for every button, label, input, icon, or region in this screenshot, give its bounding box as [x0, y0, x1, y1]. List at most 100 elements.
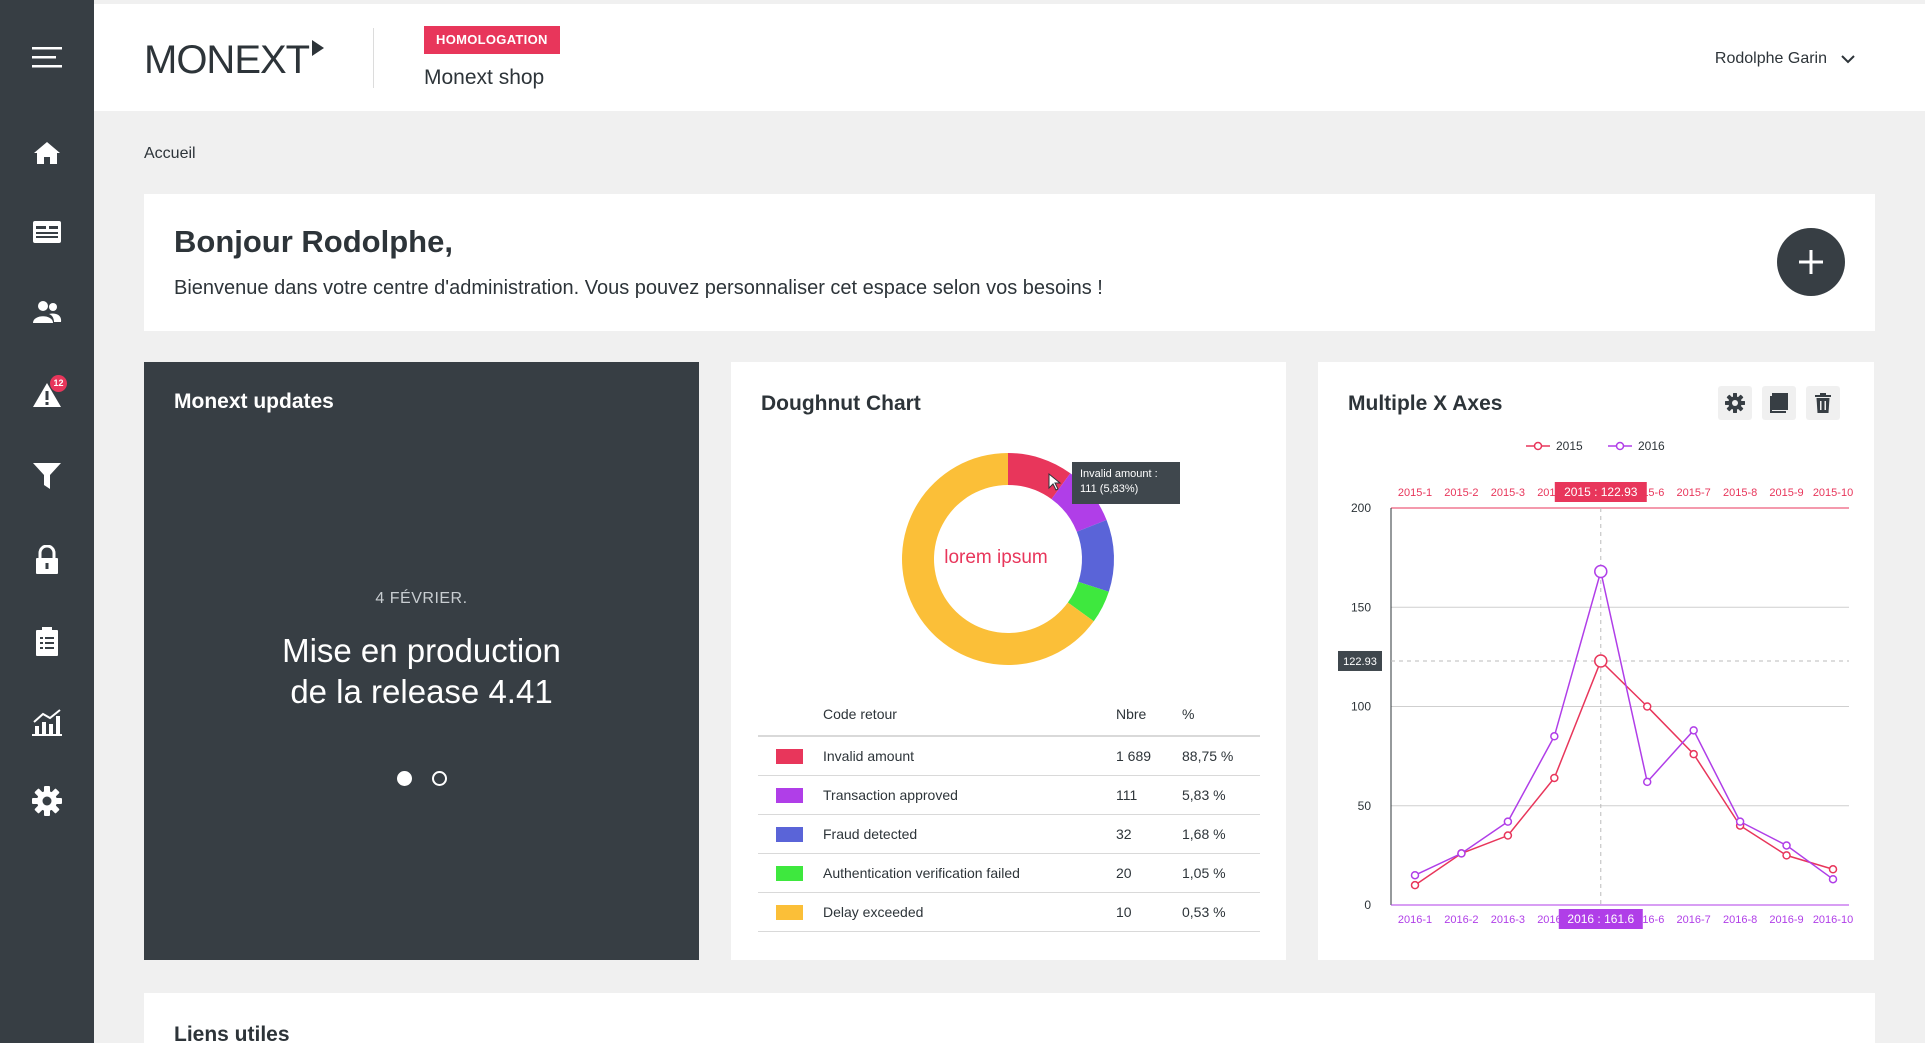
- row-percent: 1,05 %: [1182, 853, 1260, 893]
- doughnut-slice-authentication-verification-failed[interactable]: [1067, 581, 1109, 622]
- sidebar: 12: [0, 0, 94, 1043]
- chart-delete-button[interactable]: [1806, 386, 1840, 420]
- x-bottom-tick-label: 2016-2: [1444, 914, 1478, 926]
- update-line-2: de la release 4.41: [290, 673, 553, 710]
- sidebar-item-transactions[interactable]: [0, 202, 94, 262]
- data-point[interactable]: [1782, 851, 1791, 860]
- gear-icon: [1725, 393, 1745, 413]
- legend-item-2015[interactable]: 2015: [1526, 439, 1583, 453]
- update-text: Mise en production de la release 4.41: [144, 630, 699, 712]
- data-point[interactable]: [1594, 564, 1608, 579]
- shop-name: Monext shop: [424, 66, 545, 89]
- data-point[interactable]: [1642, 777, 1652, 787]
- doughnut-card: Doughnut Chart lorem ipsum Invalid amoun…: [731, 362, 1286, 960]
- legend-label: 2016: [1638, 439, 1665, 453]
- updates-title: Monext updates: [174, 390, 334, 413]
- data-point[interactable]: [1503, 831, 1513, 840]
- row-count: 10: [1116, 892, 1182, 932]
- carousel-dot-2[interactable]: [431, 771, 447, 786]
- user-menu[interactable]: Rodolphe Garin: [1715, 50, 1855, 68]
- welcome-message: Bienvenue dans votre centre d'administra…: [174, 277, 1103, 299]
- sidebar-item-security[interactable]: [0, 530, 94, 590]
- row-swatch-cell: [758, 814, 823, 854]
- data-point[interactable]: [1689, 726, 1698, 735]
- welcome-title: Bonjour Rodolphe,: [174, 224, 453, 259]
- x-top-tick-label: 2015-7: [1677, 487, 1711, 499]
- doughnut-chart[interactable]: [731, 362, 1286, 692]
- x-top-tick-label: 2015-3: [1491, 487, 1525, 499]
- useful-links-title: Liens utiles: [174, 1023, 290, 1043]
- environment-badge: HOMOLOGATION: [424, 26, 560, 54]
- breadcrumb[interactable]: Accueil: [144, 145, 196, 162]
- data-point[interactable]: [1410, 870, 1420, 880]
- carousel-dot-1[interactable]: [396, 771, 412, 786]
- data-point[interactable]: [1550, 773, 1559, 783]
- table-row: Transaction approved 111 5,83 %: [758, 775, 1260, 815]
- row-label: Transaction approved: [823, 775, 1116, 815]
- x-bottom-tick-label: 2016-3: [1491, 914, 1525, 926]
- y-tick-label: 100: [1351, 700, 1371, 714]
- multiple-x-axes-chart[interactable]: 2015 2016 0 50 100 150 200 2015-1 2015-2 2015-3 20…: [1318, 362, 1874, 960]
- chart-icon: [32, 709, 62, 736]
- sidebar-item-home[interactable]: [0, 123, 94, 183]
- user-name: Rodolphe Garin: [1714, 50, 1827, 67]
- data-point[interactable]: [1828, 874, 1838, 884]
- updates-card: Monext updates 4 FÉVRIER. Mise en produc…: [144, 362, 699, 960]
- legend-item-2016[interactable]: 2016: [1608, 439, 1665, 453]
- hamburger-icon[interactable]: [0, 27, 94, 87]
- alert-count-badge: 12: [50, 375, 67, 392]
- doughnut-title: Doughnut Chart: [761, 392, 921, 415]
- data-point[interactable]: [1735, 817, 1745, 826]
- table-row: Fraud detected 32 1,68 %: [758, 814, 1260, 854]
- row-count: 1 689: [1116, 736, 1182, 776]
- alert-icon: [33, 383, 61, 407]
- table-row: Invalid amount 1 689 88,75 %: [758, 736, 1260, 776]
- clipboard-icon: [36, 627, 58, 656]
- gear-icon: [32, 786, 62, 816]
- monext-logo: MONEXT: [144, 38, 310, 82]
- data-point[interactable]: [1457, 849, 1466, 858]
- sidebar-item-users[interactable]: [0, 282, 94, 342]
- row-label: Fraud detected: [823, 814, 1116, 854]
- data-point[interactable]: [1689, 749, 1698, 759]
- row-label: Invalid amount: [823, 736, 1116, 776]
- data-point[interactable]: [1410, 880, 1420, 890]
- x-bottom-tick-label: 2016-8: [1723, 914, 1757, 926]
- line-chart-title: Multiple X Axes: [1348, 392, 1503, 415]
- row-percent: 0,53 %: [1182, 892, 1260, 932]
- x-top-tick-label: 2015-2: [1444, 487, 1478, 499]
- data-point[interactable]: [1550, 732, 1559, 741]
- sidebar-item-statistics[interactable]: [0, 692, 94, 752]
- add-widget-button[interactable]: [1777, 228, 1845, 296]
- row-percent: 1,68 %: [1182, 814, 1260, 854]
- color-swatch: [776, 826, 803, 842]
- svg-text:2015 : 122.93: 2015 : 122.93: [1564, 485, 1638, 499]
- data-point[interactable]: [1503, 817, 1513, 826]
- update-date: 4 FÉVRIER.: [375, 590, 468, 607]
- filter-icon: [33, 463, 61, 489]
- data-point[interactable]: [1642, 702, 1652, 711]
- update-line-1: Mise en production: [282, 632, 561, 669]
- home-icon: [34, 142, 60, 164]
- chart-export-button[interactable]: [1762, 386, 1796, 420]
- count-header: Nbre: [1116, 692, 1182, 737]
- sidebar-item-filters[interactable]: [0, 446, 94, 506]
- lock-icon: [36, 545, 58, 574]
- sidebar-item-reports[interactable]: [0, 612, 94, 672]
- color-swatch: [776, 865, 803, 881]
- row-count: 32: [1116, 814, 1182, 854]
- data-point[interactable]: [1782, 841, 1791, 850]
- y-tick-label: 0: [1364, 898, 1371, 912]
- sidebar-item-settings[interactable]: [0, 771, 94, 831]
- useful-links-card: Liens utiles: [144, 993, 1875, 1043]
- data-point[interactable]: [1594, 654, 1608, 668]
- sidebar-item-alerts[interactable]: 12: [0, 365, 94, 425]
- x-bottom-tick-label: 2016-9: [1769, 914, 1803, 926]
- chart-settings-button[interactable]: [1718, 386, 1752, 420]
- data-point[interactable]: [1828, 865, 1838, 874]
- row-swatch-cell: [758, 775, 823, 815]
- doughnut-slice-fraud-detected[interactable]: [1076, 519, 1114, 592]
- crosshair-y-label: 122.93: [1338, 650, 1382, 671]
- doughnut-slice-delay-exceeded[interactable]: [901, 453, 1094, 665]
- x-top-tick-label: 2015-8: [1723, 487, 1757, 499]
